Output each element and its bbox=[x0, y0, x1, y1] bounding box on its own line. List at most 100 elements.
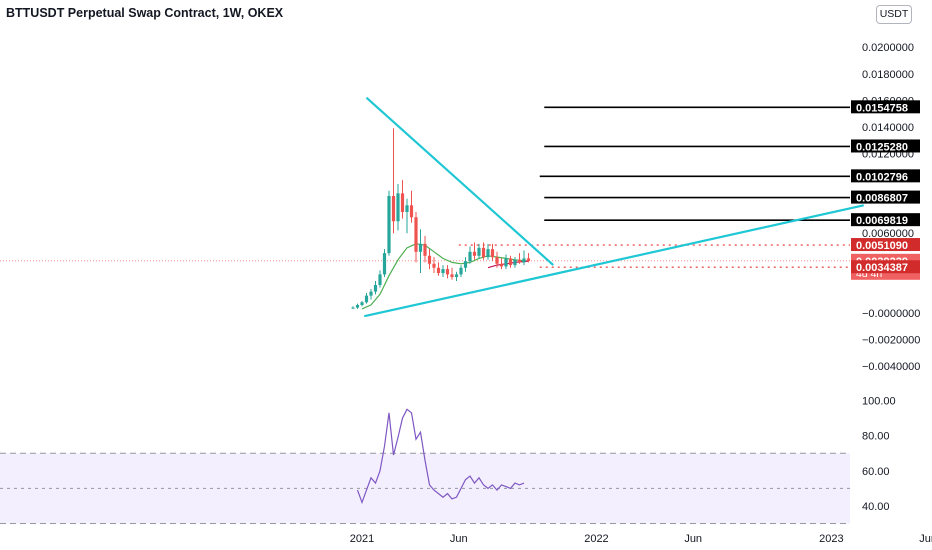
price-label: 0.0069819 bbox=[851, 213, 920, 227]
candle bbox=[450, 267, 454, 280]
candle bbox=[436, 262, 441, 276]
time-tick-label: Jun bbox=[919, 533, 932, 545]
price-label-text: 0.0125280 bbox=[856, 141, 908, 153]
price-label: 0.0034387 bbox=[851, 260, 920, 274]
candle bbox=[463, 257, 468, 272]
candle-body bbox=[369, 291, 373, 296]
candle bbox=[405, 198, 409, 234]
price-tick-label: 0.0180000 bbox=[862, 69, 914, 81]
candle-body bbox=[364, 295, 369, 303]
candle-body bbox=[405, 205, 409, 212]
candle-body bbox=[373, 285, 378, 292]
price-tick-label: 0.0200000 bbox=[862, 42, 914, 54]
rsi-axis: 100.00 80.00 60.00 40.00 bbox=[862, 396, 896, 513]
price-label-text: 0.0086807 bbox=[856, 193, 908, 205]
candle-body bbox=[418, 243, 423, 252]
candle bbox=[423, 235, 427, 263]
candle-body bbox=[436, 267, 441, 274]
price-tick-label: −0.0020000 bbox=[862, 334, 920, 346]
price-label-box bbox=[851, 260, 920, 274]
trendlines bbox=[364, 96, 864, 318]
candle bbox=[396, 184, 400, 231]
price-label-text: 0.0034387 bbox=[856, 262, 908, 274]
time-tick-label: Jun bbox=[684, 533, 702, 545]
candle bbox=[364, 292, 369, 304]
candle-body bbox=[450, 274, 454, 278]
candle bbox=[409, 190, 414, 223]
price-label-box bbox=[851, 238, 920, 252]
candle bbox=[418, 229, 423, 274]
candle-body bbox=[355, 304, 360, 308]
candle-body bbox=[387, 196, 391, 254]
candle-body bbox=[382, 253, 387, 275]
price-label: 0.0154758 bbox=[851, 100, 920, 114]
candle-body bbox=[351, 307, 355, 309]
candle-body bbox=[504, 258, 508, 267]
price-label-box bbox=[851, 100, 920, 114]
rsi-series-line bbox=[356, 408, 525, 505]
price-label-text: 0.0102796 bbox=[856, 171, 908, 183]
candle-body bbox=[459, 267, 463, 275]
candle-body bbox=[508, 258, 513, 266]
candle-body bbox=[427, 255, 432, 264]
time-tick-label: Jun bbox=[450, 533, 468, 545]
candle-body bbox=[513, 259, 517, 266]
candle-body bbox=[522, 258, 526, 263]
candle bbox=[499, 258, 504, 270]
price-labels: 0.0154758 0.0125280 0.0102796 0.0086807 0.00… bbox=[851, 100, 920, 280]
candle bbox=[454, 271, 459, 282]
candle bbox=[355, 303, 360, 309]
candle bbox=[504, 254, 508, 270]
price-tick-label: −0.0040000 bbox=[862, 361, 920, 373]
candle-body bbox=[477, 247, 481, 256]
price-label-text: 0.0154758 bbox=[856, 102, 908, 114]
candle bbox=[477, 243, 481, 259]
price-label-text: 0.0069819 bbox=[856, 215, 908, 227]
price-label-box bbox=[851, 213, 920, 227]
price-label-text: 0.0051090 bbox=[856, 240, 908, 252]
price-tick-label: −0.0000000 bbox=[862, 308, 920, 320]
candle bbox=[391, 128, 396, 234]
candle bbox=[508, 255, 513, 268]
candle-body bbox=[481, 247, 486, 258]
candle bbox=[445, 265, 450, 279]
candle-body bbox=[517, 259, 522, 263]
candle bbox=[472, 242, 477, 260]
candle bbox=[459, 265, 463, 278]
rsi-tick-label: 100.00 bbox=[862, 396, 896, 408]
candle-body bbox=[526, 258, 531, 262]
candle bbox=[373, 281, 378, 295]
candle bbox=[486, 243, 490, 260]
candle-body bbox=[409, 205, 414, 218]
candle-body bbox=[486, 249, 490, 258]
price-label-box bbox=[851, 139, 920, 153]
rsi-tick-label: 60.00 bbox=[862, 466, 890, 478]
price-label-box bbox=[851, 169, 920, 183]
candle-body bbox=[378, 274, 382, 286]
candle bbox=[495, 251, 499, 268]
candle bbox=[360, 300, 364, 307]
candle bbox=[481, 242, 486, 260]
candle bbox=[427, 249, 432, 270]
price-label: 0.0125280 bbox=[851, 139, 920, 153]
candle bbox=[432, 257, 436, 274]
price-tick-label: 0.0140000 bbox=[862, 122, 914, 134]
currency-button[interactable]: USDT bbox=[876, 5, 912, 24]
time-axis[interactable]: 2021 Jun 2022 Jun 2023 Jun bbox=[350, 533, 932, 545]
candle bbox=[400, 180, 405, 219]
candle bbox=[468, 246, 472, 264]
candle bbox=[369, 289, 373, 300]
candle bbox=[517, 253, 522, 264]
candle bbox=[382, 249, 387, 278]
candle-body bbox=[391, 196, 396, 222]
price-axis[interactable]: 0.02000000.01800000.01600000.01400000.01… bbox=[862, 42, 920, 373]
candle-body bbox=[468, 251, 472, 262]
candle-body bbox=[472, 251, 477, 256]
price-label-box bbox=[851, 190, 920, 204]
candle-body bbox=[441, 269, 445, 274]
candle-body bbox=[400, 193, 405, 212]
candle bbox=[414, 211, 418, 263]
candle bbox=[526, 253, 531, 263]
chart-title: BTTUSDT Perpetual Swap Contract, 1W, OKE… bbox=[6, 6, 284, 20]
